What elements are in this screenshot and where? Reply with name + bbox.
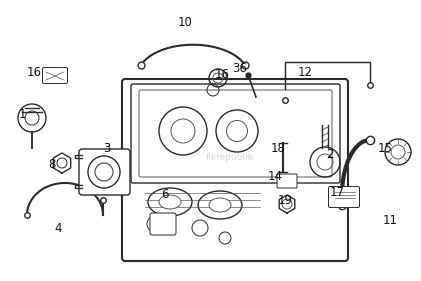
Text: 10: 10: [178, 15, 192, 28]
Text: 36: 36: [232, 62, 248, 74]
Text: 1: 1: [18, 108, 26, 121]
FancyBboxPatch shape: [150, 213, 176, 235]
Text: 16: 16: [215, 69, 229, 81]
FancyBboxPatch shape: [328, 187, 360, 207]
Text: 11: 11: [383, 214, 397, 226]
FancyBboxPatch shape: [131, 84, 340, 183]
Text: 8: 8: [48, 158, 56, 171]
Text: 19: 19: [277, 194, 293, 207]
Ellipse shape: [198, 191, 242, 219]
Text: 2: 2: [326, 148, 334, 162]
Text: 15: 15: [378, 142, 392, 155]
Text: 14: 14: [267, 171, 282, 183]
Text: fikrepublik: fikrepublik: [206, 153, 254, 162]
Ellipse shape: [148, 188, 192, 216]
Text: 18: 18: [271, 142, 285, 155]
FancyBboxPatch shape: [43, 67, 67, 83]
FancyBboxPatch shape: [277, 174, 297, 188]
Text: 12: 12: [298, 65, 312, 78]
Text: 16: 16: [27, 65, 42, 78]
Ellipse shape: [159, 195, 181, 209]
Text: 17: 17: [330, 185, 344, 198]
FancyBboxPatch shape: [79, 149, 130, 195]
FancyBboxPatch shape: [122, 79, 348, 261]
Text: 3: 3: [103, 142, 111, 155]
Ellipse shape: [209, 198, 231, 212]
Text: 6: 6: [161, 189, 169, 201]
FancyBboxPatch shape: [139, 90, 332, 177]
Text: 4: 4: [54, 221, 62, 235]
